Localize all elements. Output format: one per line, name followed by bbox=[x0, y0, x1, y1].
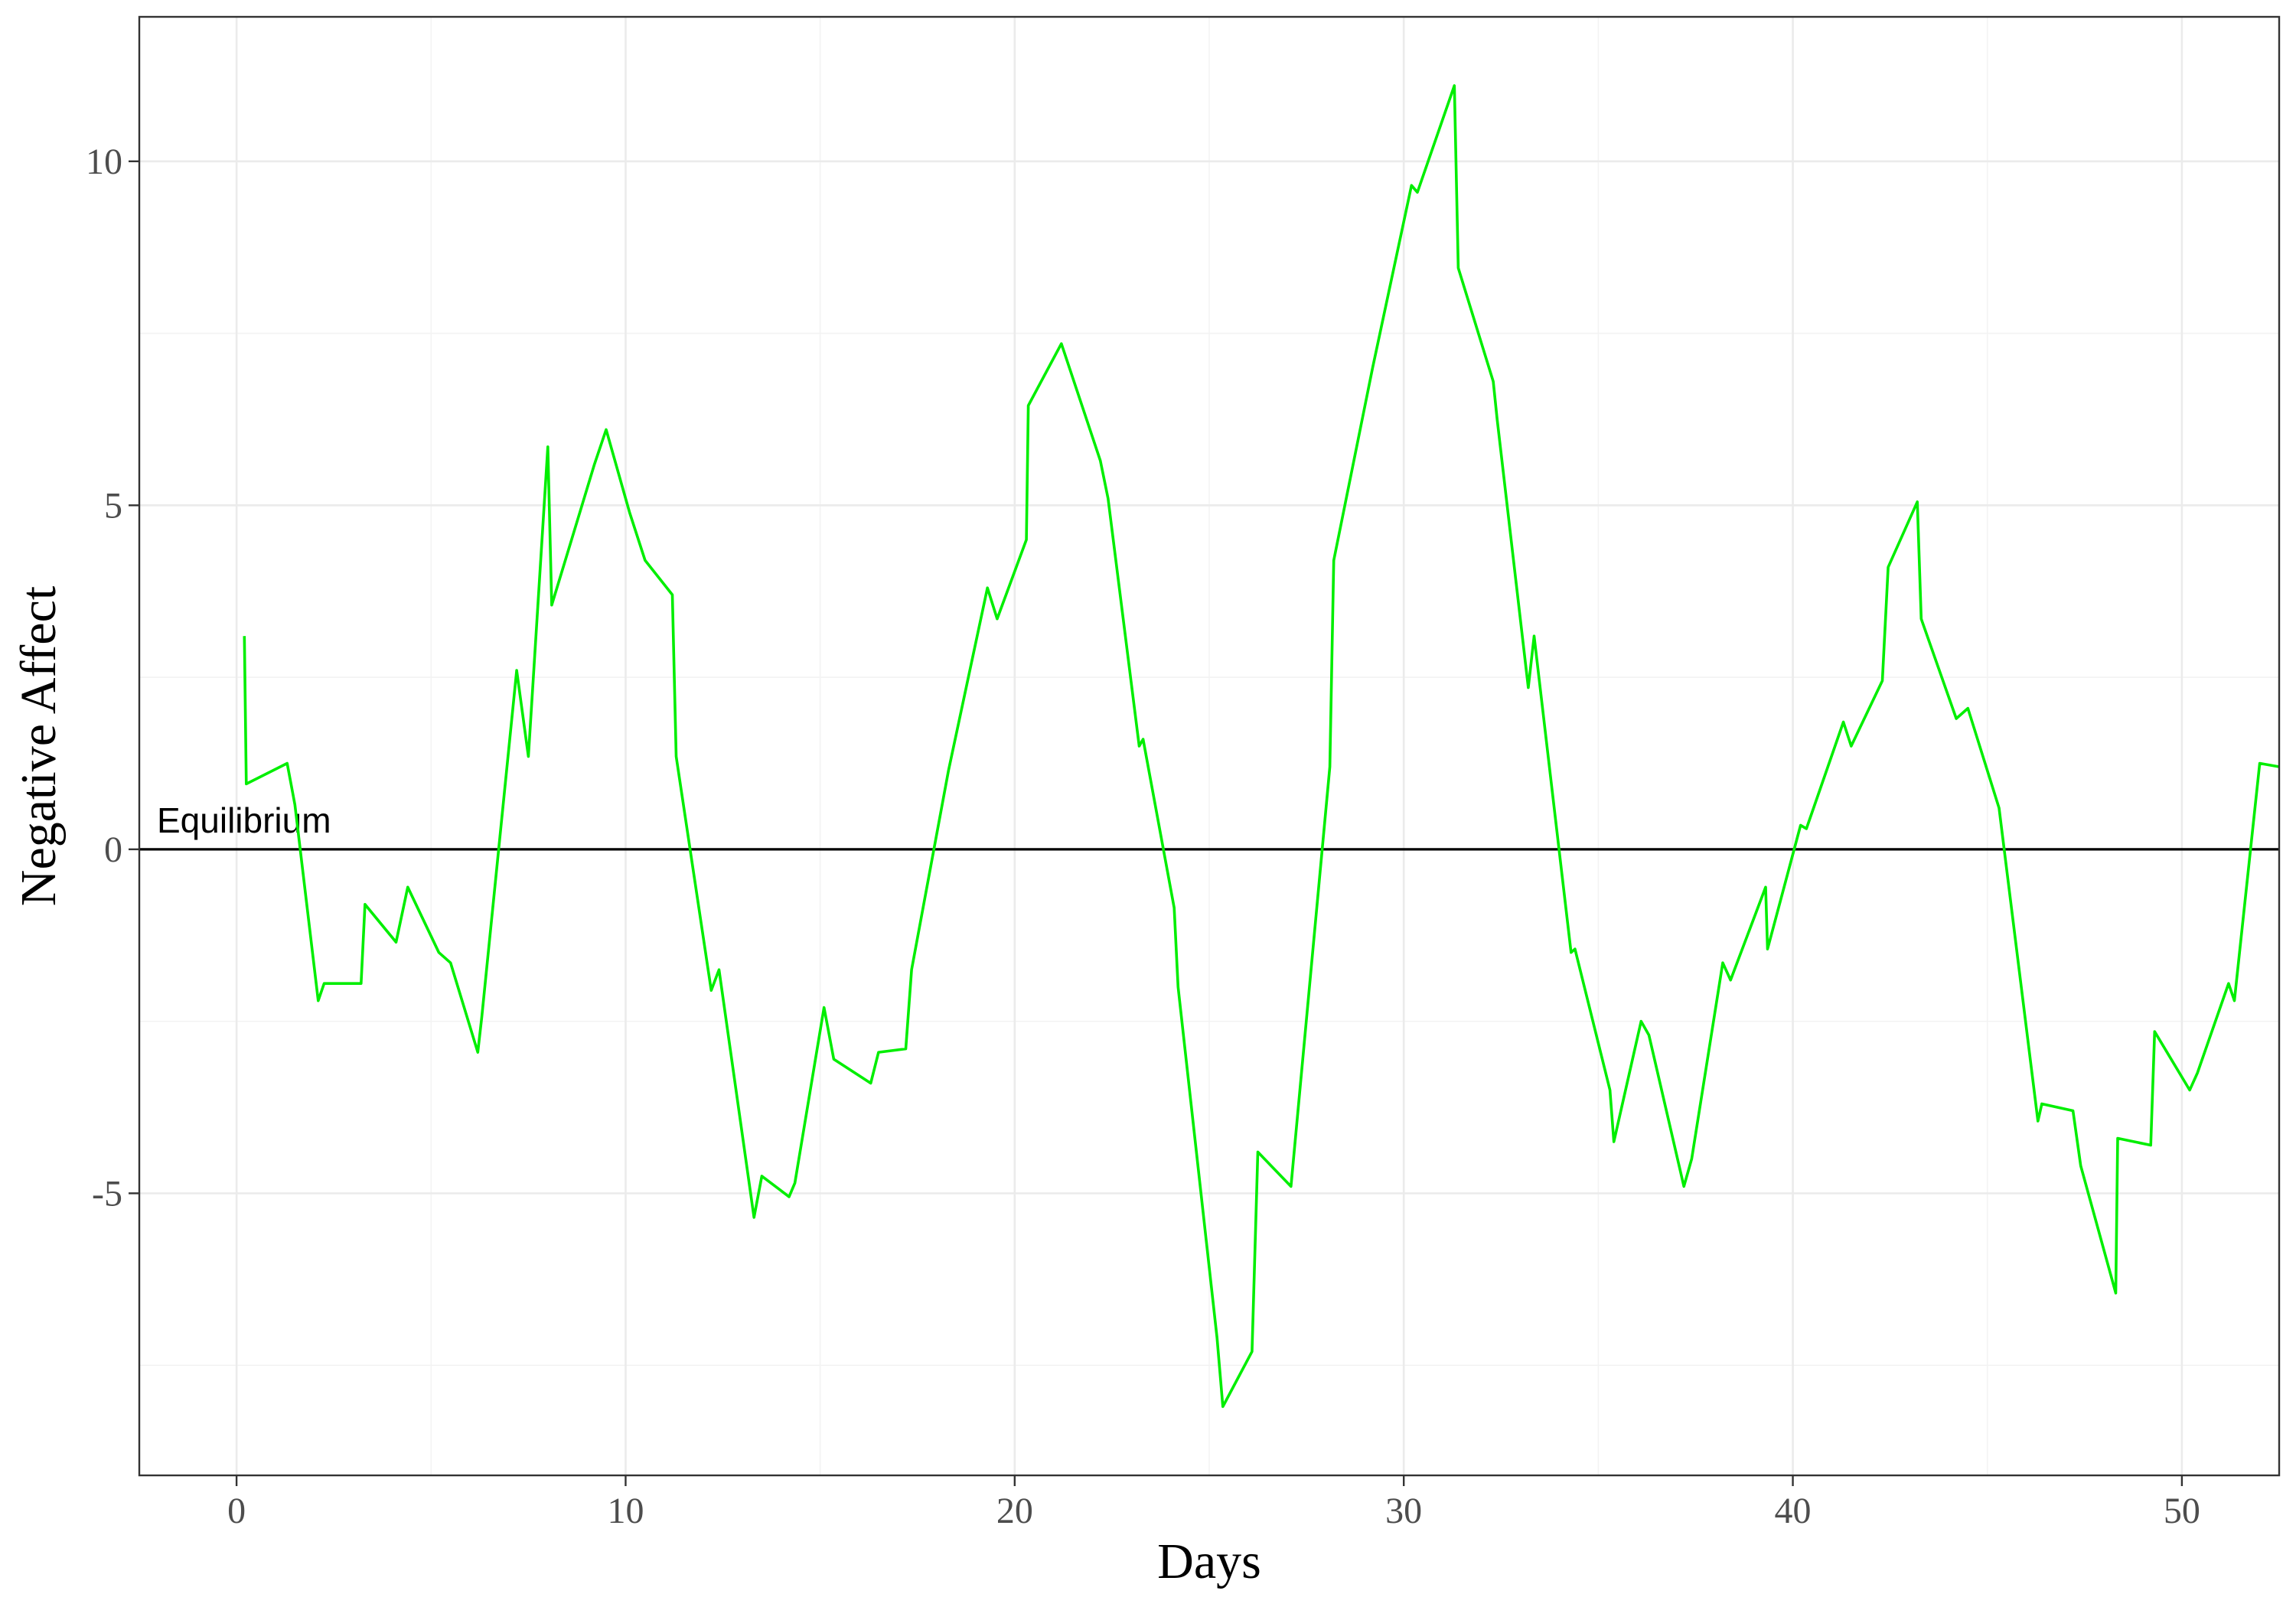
x-tick-label: 30 bbox=[1385, 1491, 1422, 1531]
reference-line-group: Equilibrium bbox=[139, 800, 2279, 851]
series-group bbox=[243, 84, 2280, 1408]
x-tick-label: 20 bbox=[996, 1491, 1033, 1531]
equilibrium-label: Equilibrium bbox=[157, 800, 331, 840]
x-tick-label: 10 bbox=[607, 1491, 644, 1531]
x-axis-title: Days bbox=[1157, 1534, 1261, 1589]
panel-border bbox=[138, 15, 2281, 1477]
x-tick-label: 0 bbox=[227, 1491, 246, 1531]
y-tick-label: 5 bbox=[104, 485, 122, 526]
x-tick-label: 40 bbox=[1775, 1491, 1812, 1531]
axis-ticks: 0 10 20 30 40 50 -5 0 5 10 bbox=[86, 142, 2200, 1531]
y-tick-label: -5 bbox=[92, 1173, 122, 1214]
y-axis-title: Negative Affect bbox=[11, 586, 67, 906]
y-tick-label: 10 bbox=[86, 142, 122, 182]
series-line-0 bbox=[243, 84, 2280, 1408]
x-tick-label: 50 bbox=[2164, 1491, 2200, 1531]
y-tick-label: 0 bbox=[104, 830, 122, 870]
